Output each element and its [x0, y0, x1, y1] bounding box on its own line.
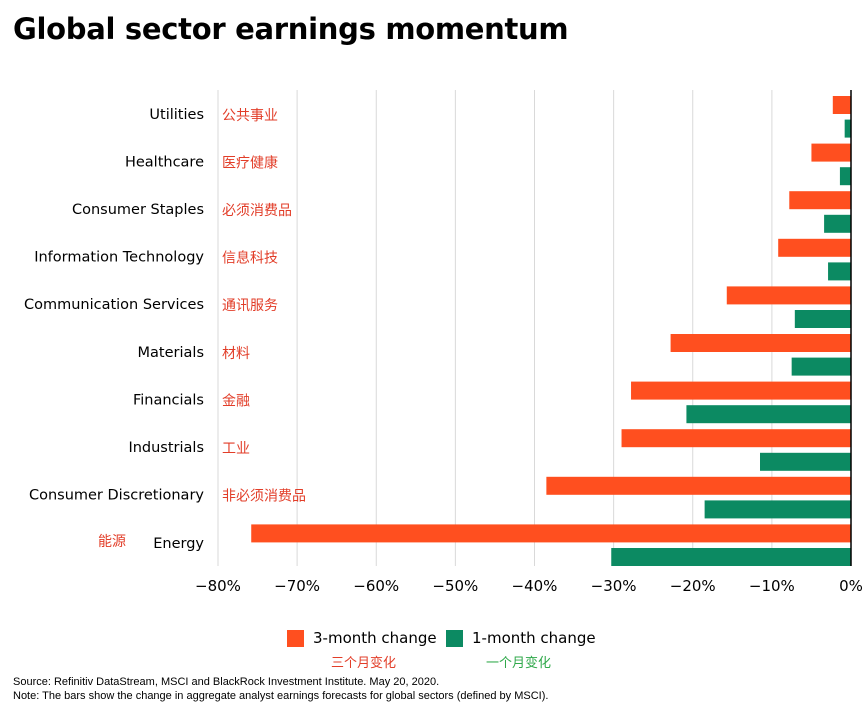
legend-label-1-month: 1-month change: [472, 629, 596, 647]
category-label: Industrials: [128, 440, 204, 456]
bar-chart: −80% −70% −60% −50% −40% −30% −20% −10% 0% Utilit…: [24, 90, 863, 595]
footnote-source: Source: Refinitiv DataStream, MSCI and B…: [13, 676, 440, 688]
category-label-cn: 工业: [222, 441, 250, 457]
category-label-cn: 非必须消费品: [222, 489, 306, 505]
x-tick-label: −80%: [195, 577, 241, 595]
bar-3-month: [726, 286, 851, 305]
bar-3-month: [811, 143, 851, 162]
footnote-note: Note: The bars show the change in aggreg…: [13, 690, 549, 702]
legend-swatch-3-month: [287, 629, 304, 647]
category-label: Consumer Staples: [72, 202, 204, 218]
x-tick-label: −50%: [432, 577, 478, 595]
category-label-cn: 材料: [222, 346, 250, 362]
bar-3-month: [789, 191, 851, 210]
bar-1-month: [828, 262, 851, 281]
bar-1-month: [839, 167, 851, 186]
x-tick-label: −10%: [749, 577, 795, 595]
category-label: Financials: [133, 392, 204, 408]
category-label: Healthcare: [125, 154, 204, 170]
bar-3-month: [670, 334, 851, 352]
category-label-cn: 信息科技: [222, 250, 278, 267]
category-label: Information Technology: [34, 250, 204, 266]
category-label-cn: 通讯服务: [222, 298, 278, 314]
legend-label-3-month: 3-month change: [313, 629, 437, 647]
legend-item-3-month: 3-month change: [287, 629, 437, 647]
category-label-cn: 能源: [98, 534, 126, 550]
legend-item-1-month: 1-month change: [446, 629, 596, 647]
legend-swatch-1-month: [446, 629, 463, 647]
bar-3-month: [621, 429, 851, 448]
x-tick-label: −30%: [591, 577, 637, 595]
bar-3-month: [251, 524, 852, 543]
legend-label-3-month-cn: 三个月变化: [331, 656, 397, 671]
x-tick-label: −60%: [353, 577, 399, 595]
legend-label-1-month-cn: 一个月变化: [486, 656, 552, 671]
bar-1-month: [791, 357, 851, 376]
bar-1-month: [704, 500, 851, 519]
bar-3-month: [778, 238, 851, 257]
x-tick-label: 0%: [839, 577, 863, 595]
bar-1-month: [686, 405, 851, 424]
category-label-cn: 金融: [222, 393, 250, 409]
category-label-cn: 公共事业: [222, 108, 278, 124]
bar-3-month: [546, 476, 851, 495]
category-label-cn: 必须消费品: [222, 203, 292, 219]
category-label: Communication Services: [24, 297, 204, 313]
category-label: Utilities: [149, 107, 204, 123]
x-tick-label: −40%: [512, 577, 558, 595]
category-label: Energy: [153, 536, 204, 552]
x-tick-label: −70%: [274, 577, 320, 595]
bar-1-month: [611, 548, 851, 566]
bar-3-month: [631, 381, 851, 400]
bar-1-month: [844, 119, 851, 138]
bar-1-month: [760, 452, 851, 471]
category-label: Materials: [138, 345, 204, 361]
x-tick-label: −20%: [670, 577, 716, 595]
bar-1-month: [794, 310, 851, 328]
bar-1-month: [824, 214, 851, 233]
category-label-cn: 医疗健康: [222, 154, 278, 171]
category-label: Consumer Discretionary: [29, 488, 204, 504]
chart-title: Global sector earnings momentum: [13, 12, 569, 46]
bar-3-month: [832, 96, 851, 114]
